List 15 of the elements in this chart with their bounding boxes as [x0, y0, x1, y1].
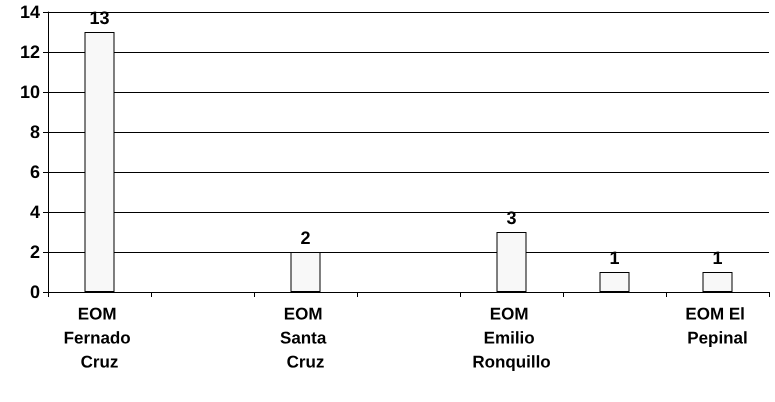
x-tick-label: EOM El Pepinal [685, 304, 750, 348]
bar [600, 272, 630, 292]
y-tick-label: 12 [20, 42, 40, 62]
bar [702, 272, 732, 292]
y-tick-label: 6 [30, 162, 40, 182]
data-label: 2 [300, 228, 311, 248]
y-tick-label: 2 [30, 242, 40, 262]
y-tick-label: 8 [30, 122, 40, 142]
x-tick-label: EOM Fernado Cruz [64, 304, 136, 372]
x-tick-label: EOM Emilio Ronquillo [472, 304, 551, 372]
x-tick-label: EOM Santa Cruz [280, 304, 332, 372]
y-tick-label: 4 [30, 202, 40, 222]
y-tick-label: 14 [20, 2, 40, 22]
y-tick-label: 10 [20, 82, 40, 102]
y-tick-label: 0 [30, 282, 40, 302]
